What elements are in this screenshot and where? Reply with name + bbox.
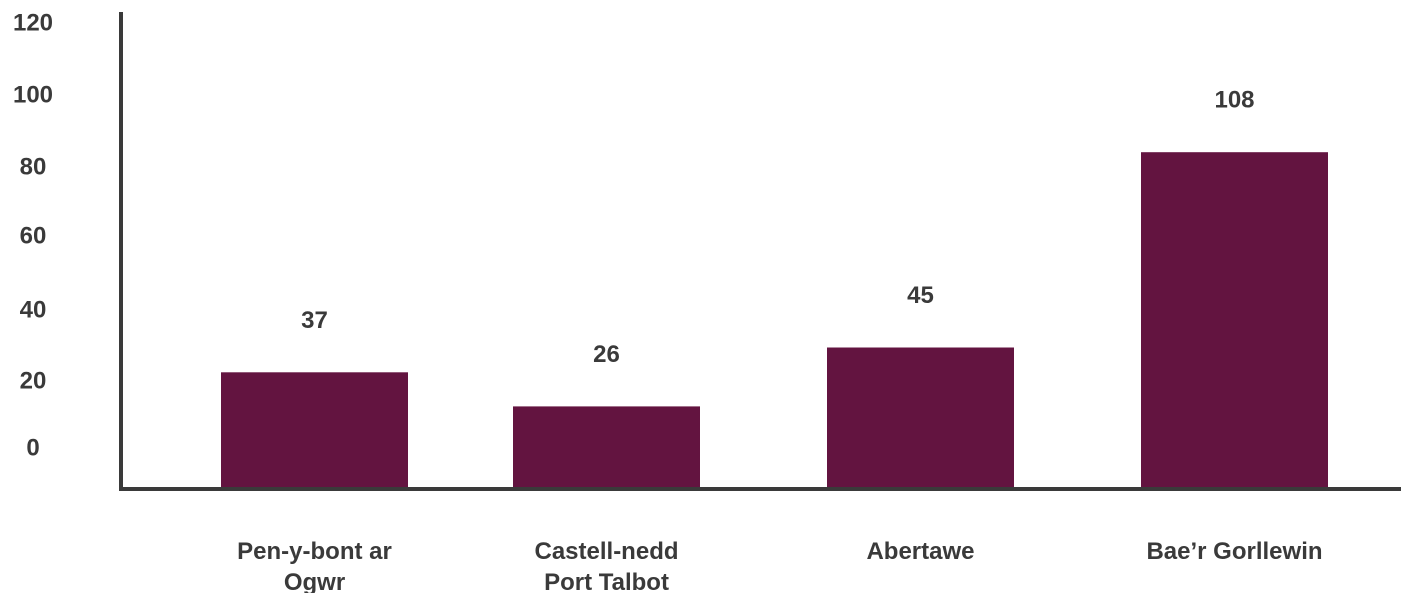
data-labels: 37 26 45 108 [301,87,1254,368]
category-labels: Pen-y-bont ar Ogwr Castell-nedd Port Talbot… [237,538,1322,593]
y-tick-label: 0 [26,435,39,462]
y-tick-label: 20 [20,368,47,395]
data-label: 26 [593,341,620,368]
category-label-line: Pen-y-bont ar [237,538,392,565]
y-axis-ticks: 0 20 40 60 80 100 120 [13,10,53,462]
y-tick-label: 60 [20,223,47,250]
category-label: Castell-nedd Port Talbot [534,538,678,593]
data-label: 37 [301,307,328,334]
y-tick-label: 40 [20,297,47,324]
category-label: Pen-y-bont ar Ogwr [237,538,392,593]
y-tick-label: 120 [13,10,53,37]
category-label-line: Ogwr [284,569,345,593]
category-label-line: Port Talbot [544,569,669,593]
bar [221,372,408,487]
category-label: Bae’r Gorllewin [1146,538,1322,565]
category-label-line: Abertawe [866,538,974,565]
data-label: 108 [1214,87,1254,114]
y-tick-label: 100 [13,82,53,109]
bar [827,347,1014,487]
data-label: 45 [907,282,934,309]
category-label-line: Bae’r Gorllewin [1146,538,1322,565]
category-label: Abertawe [866,538,974,565]
bars [221,152,1328,487]
bar [1141,152,1328,487]
bar [513,406,700,487]
y-tick-label: 80 [20,154,47,181]
category-label-line: Castell-nedd [534,538,678,565]
